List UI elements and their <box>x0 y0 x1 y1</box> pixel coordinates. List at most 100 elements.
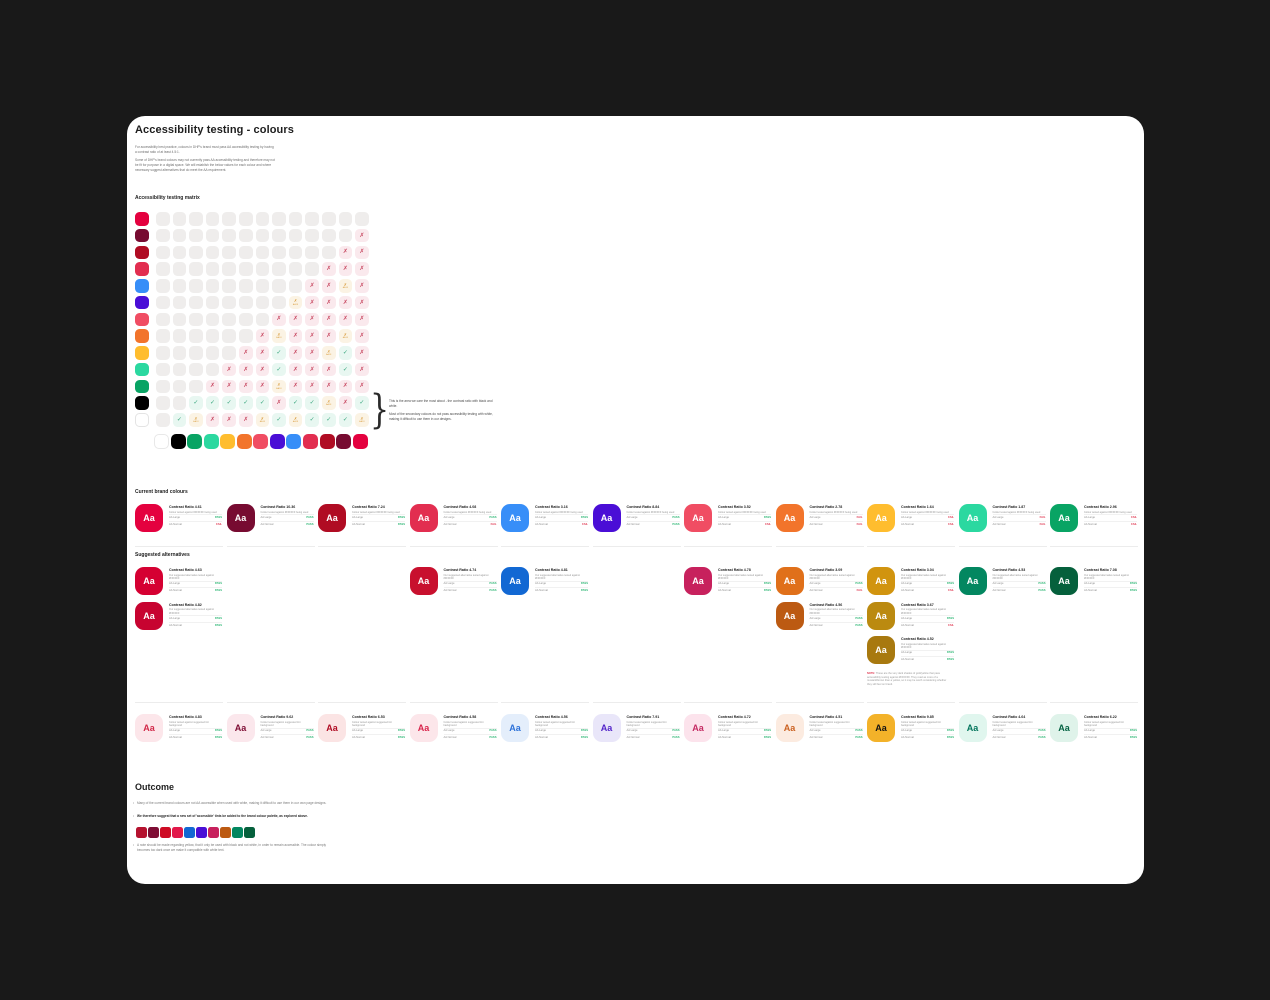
matrix-cell-empty <box>205 362 220 377</box>
aa-large-row: AA Large PASS <box>535 727 588 735</box>
contrast-card: Aa Contrast Ratio 4.61 Colour tested again… <box>135 504 223 534</box>
fail-cell: ✗ <box>288 379 303 393</box>
aa18-x-icon: ✗ <box>277 331 281 337</box>
matrix-cell-empty <box>156 329 170 343</box>
card-color-swatch: Aa <box>684 714 712 742</box>
fail-cell: ✗ <box>322 312 336 326</box>
aa18-label: AA18 <box>292 421 299 423</box>
contrast-card: Aa Contrast Ratio 2.96 Colour tested again… <box>1050 504 1138 534</box>
matrix-row-swatch <box>135 346 149 360</box>
aa-large-row: AA Large FAIL <box>992 514 1046 521</box>
card-contrast-ratio: Contrast Ratio 4.58 <box>443 715 477 719</box>
fail-cell: ✗ <box>355 228 369 243</box>
aa-row-label: AA Large <box>443 515 455 519</box>
matrix-cell-empty <box>222 346 236 360</box>
aa-row-label: AA Normal <box>352 522 365 526</box>
legend-swatch <box>236 433 252 449</box>
card-contrast-ratio: Contrast Ratio 7.08 <box>1084 568 1117 572</box>
card-contrast-ratio: Contrast Ratio 1.64 <box>901 505 934 509</box>
card-color-swatch: Aa <box>226 504 255 532</box>
card-color-swatch: Aa <box>318 504 346 532</box>
card-color-swatch: Aa <box>409 567 438 595</box>
aa-sample-text: Aa <box>234 723 247 733</box>
fail-cell: ✗ <box>338 245 353 259</box>
intro-text: For accessibility best practice, colours… <box>135 145 275 176</box>
aa-row-result: PASS <box>946 729 954 733</box>
aa-row-result: PASS <box>855 736 863 740</box>
matrix-cell-empty <box>189 295 203 310</box>
aa-row-result: FAIL <box>216 522 222 526</box>
matrix-cell-empty <box>205 228 220 243</box>
aa-large-row: AA Large FAIL <box>901 514 954 521</box>
aa-row-label: AA Large <box>809 515 821 519</box>
contrast-card: Aa Contrast Ratio 7.91 Colour tested again… <box>592 714 681 744</box>
matrix-cell-empty <box>156 362 170 377</box>
contrast-card: Aa Contrast Ratio 3.04 Our suggested alter… <box>867 567 955 597</box>
fail-cell: ✗ <box>355 262 369 276</box>
aa-row-label: AA Large <box>901 651 913 655</box>
card-subtext: Colour tested against suggested tint bac… <box>718 720 758 728</box>
fail-cell: ✗ <box>255 362 270 377</box>
card-info: Contrast Ratio 3.67 Our suggested alterna… <box>901 603 954 629</box>
aa-row-result: PASS <box>855 623 863 627</box>
pass-cell: ✓ <box>338 346 353 360</box>
matrix-cell-empty <box>222 228 236 243</box>
card-info: Contrast Ratio 2.96 Colour tested against… <box>1084 505 1137 528</box>
card-color-swatch: Aa <box>501 504 529 532</box>
card-contrast-ratio: Contrast Ratio 6.22 <box>1084 715 1117 719</box>
card-color-swatch: Aa <box>1050 504 1078 532</box>
aa-row-label: AA Large <box>169 515 181 519</box>
matrix-row-swatch <box>135 228 149 243</box>
card-color-swatch: Aa <box>592 714 621 742</box>
matrix-cell-empty <box>288 245 303 259</box>
aa-row-result: FAIL <box>856 515 863 519</box>
pass-cell: ✓ <box>338 413 353 427</box>
aa-sample-text: Aa <box>143 610 155 621</box>
aa-row-label: AA Normal <box>352 736 365 740</box>
matrix-cell-empty <box>272 295 286 310</box>
aa-row-result: PASS <box>1038 736 1046 740</box>
card-contrast-ratio: Contrast Ratio 6.53 <box>352 715 385 719</box>
matrix-cell-empty <box>189 379 203 393</box>
matrix-cell-empty <box>205 212 220 226</box>
aa-row-result: FAIL <box>490 522 497 526</box>
card-subtext: Our suggested alternative tested against… <box>169 573 214 581</box>
aa-sample-text: Aa <box>509 576 521 586</box>
aa-large-row: AA Large PASS <box>169 514 222 521</box>
matrix-cell-empty <box>239 228 253 243</box>
aa-row-label: AA Large <box>718 515 730 519</box>
card-info: Contrast Ratio 1.87 Colour tested against… <box>992 505 1046 528</box>
matrix-cell-empty <box>156 379 170 393</box>
outcome-swatch <box>160 827 171 838</box>
aa-row-result: PASS <box>1129 729 1137 733</box>
pass-cell: ✓ <box>255 396 270 410</box>
fail-cell: ✗ <box>222 379 236 393</box>
aa-normal-row: AA Normal PASS <box>901 656 954 663</box>
aa-sample-text: Aa <box>417 723 430 733</box>
aa-large-row: AA Large PASS <box>260 727 314 735</box>
aa-large-row: AA Large PASS <box>443 514 497 521</box>
fail-cell: ✗ <box>355 379 369 393</box>
matrix-cell-empty <box>239 295 253 310</box>
aa-row-result: PASS <box>397 736 405 740</box>
aa-sample-text: Aa <box>417 576 430 586</box>
aa-row-label: AA Large <box>1084 582 1096 586</box>
aa-sample-text: Aa <box>326 513 338 523</box>
card-contrast-ratio: Contrast Ratio 4.08 <box>443 505 477 509</box>
aa-sample-text: Aa <box>875 723 887 733</box>
aa-normal-row: AA Normal FAIL <box>535 521 588 528</box>
aa-sample-text: Aa <box>875 610 887 621</box>
column-divider <box>318 702 406 703</box>
legend-swatch <box>286 433 302 449</box>
contrast-card: Aa Contrast Ratio 7.08 Our suggested alter… <box>1050 567 1138 597</box>
fail-cell: ✗ <box>322 329 336 343</box>
card-color-swatch: Aa <box>775 714 804 742</box>
card-subtext: Our suggested alternative tested against… <box>901 608 946 615</box>
column-divider <box>409 702 498 703</box>
fail-cell: ✗ <box>305 279 319 293</box>
aa-row-label: AA Normal <box>901 623 914 627</box>
contrast-card: Aa Contrast Ratio 8.84 Colour tested again… <box>592 504 681 534</box>
matrix-cell-empty <box>222 212 236 226</box>
card-color-swatch: Aa <box>226 714 255 742</box>
aa-large-row: AA Large PASS <box>809 727 863 735</box>
